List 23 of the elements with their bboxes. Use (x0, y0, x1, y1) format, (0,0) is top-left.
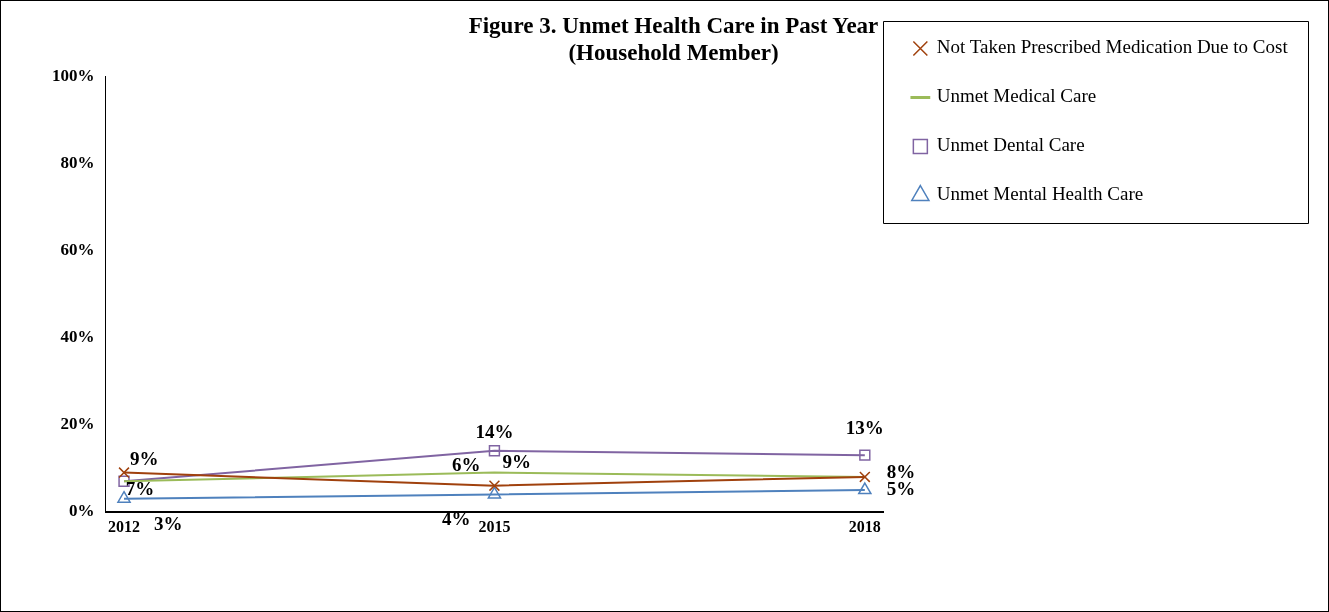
y-tick-label: 40% (60, 326, 95, 346)
data-label: 6% (451, 453, 481, 475)
data-label: 9% (130, 447, 159, 469)
data-label: 3% (154, 512, 183, 534)
x-tick-label: 2018 (848, 517, 881, 535)
chart-subtitle: (Household Member) (568, 40, 779, 66)
y-tick-label: 0% (69, 501, 95, 521)
legend-label: Unmet Dental Care (936, 134, 1085, 156)
legend-label: Not Taken Prescribed Medication Due to Cost (936, 36, 1289, 58)
data-label: 14% (475, 420, 514, 442)
x-tick-label: 2015 (478, 517, 511, 535)
y-tick-label: 80% (60, 152, 95, 172)
y-tick-label: 60% (60, 239, 95, 259)
legend-label: Unmet Medical Care (936, 85, 1097, 107)
legend-label: Unmet Mental Health Care (936, 183, 1144, 205)
data-label: 4% (441, 508, 471, 530)
data-label: 13% (845, 417, 884, 439)
x-tick-label: 2012 (108, 517, 141, 535)
data-label: 7% (125, 478, 155, 500)
data-label: 9% (502, 450, 531, 472)
y-tick-label: 20% (60, 414, 95, 434)
y-tick-label: 100% (52, 65, 95, 85)
chart-title: Figure 3. Unmet Health Care in Past Year (468, 12, 879, 38)
